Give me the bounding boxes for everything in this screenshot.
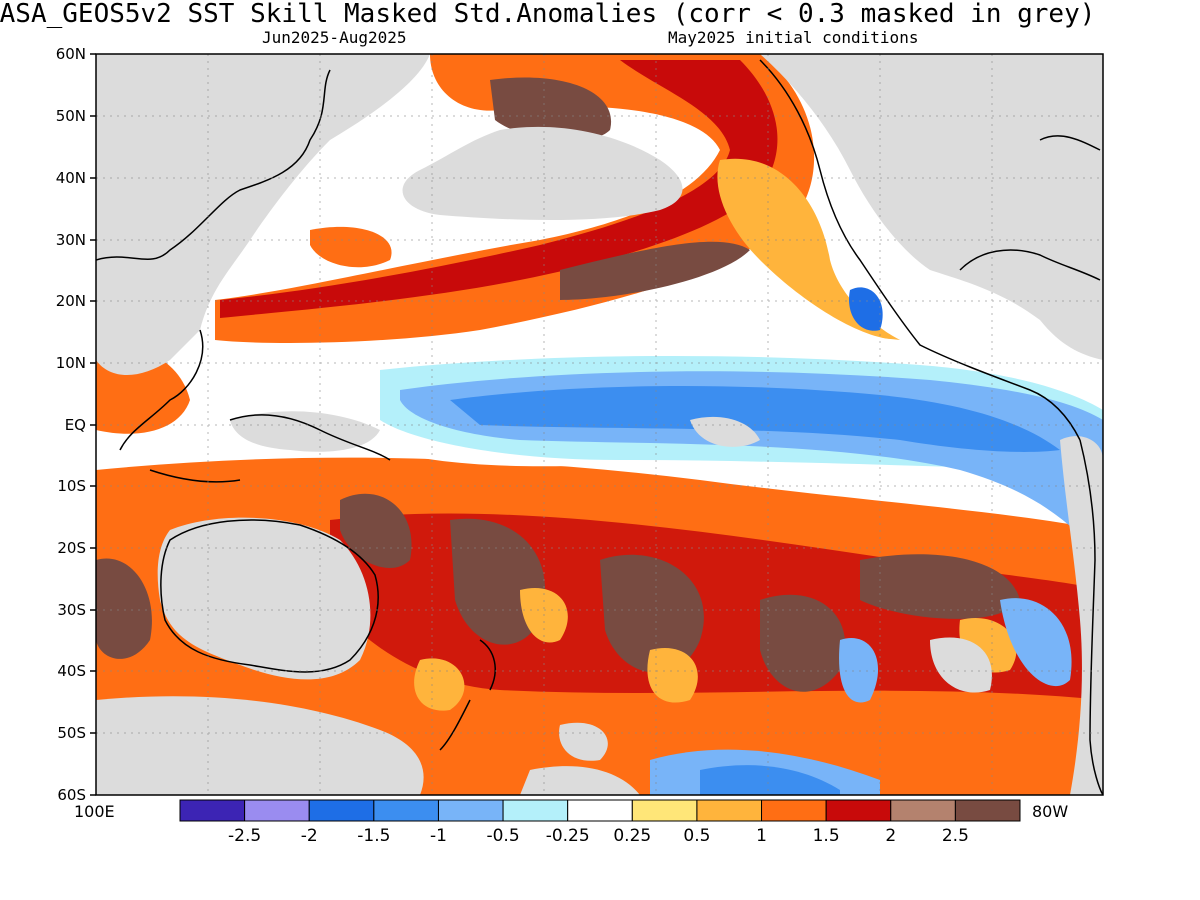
lat-lon-grid: [96, 54, 1103, 795]
initial-conditions: May2025 initial conditions: [668, 28, 919, 47]
mask-australia: [157, 517, 371, 680]
mask-asia: [96, 54, 430, 375]
maritime-coast: [149, 414, 391, 483]
southern-cool-core: [700, 765, 840, 795]
southern-brown-patches: [96, 493, 1020, 692]
colorbar-tick-label: -2: [300, 826, 318, 846]
lat-label-10s: 10S: [57, 477, 86, 495]
lon-label-west: 100E: [74, 802, 115, 821]
lat-label-40n: 40N: [55, 169, 86, 187]
lat-label-50n: 50N: [55, 107, 86, 125]
coastlines: [96, 59, 1103, 795]
lat-label-30n: 30N: [55, 231, 86, 249]
colorbar-swatch: [308, 799, 375, 822]
asia-coast: [96, 69, 331, 451]
colorbar-swatch: [696, 799, 763, 822]
colorbar-swatch: [825, 799, 892, 822]
lat-label-20n: 20N: [55, 292, 86, 310]
forecast-period: Jun2025-Aug2025: [262, 28, 407, 47]
colorbar-tick-label: -2.5: [228, 826, 262, 846]
south-america-coast: [1079, 439, 1103, 795]
lat-label-eq: EQ: [64, 416, 86, 434]
colorbar-swatch: [373, 799, 439, 822]
colorbar-swatch: [567, 799, 633, 822]
lat-label-40s: 40S: [57, 662, 86, 680]
new-zealand-coast: [439, 639, 496, 751]
north-america-coast: [759, 59, 1081, 441]
mask-southern-ocean: [96, 696, 424, 795]
lat-label-30s: 30S: [57, 601, 86, 619]
lat-label-20s: 20S: [57, 539, 86, 557]
map-field: [96, 54, 1103, 795]
colorbar-tick-label: 0.25: [613, 826, 652, 846]
colorbar-swatch: [631, 799, 698, 822]
colorbar-tick-label: -0.5: [486, 826, 520, 846]
colorbar-tick-label: 2: [885, 826, 897, 846]
lat-label-10n: 10N: [55, 354, 86, 372]
mask-north-pacific: [402, 126, 683, 220]
colorbar-tick-label: 0.5: [683, 826, 711, 846]
gulf-coast: [959, 135, 1101, 281]
lat-label-50s: 50S: [57, 724, 86, 742]
southern-yellow-patches: [414, 588, 1017, 711]
colorbar-tick-label: -1: [429, 826, 447, 846]
equatorial-cool-core: [450, 385, 1060, 452]
lat-label-60n: 60N: [55, 45, 86, 63]
north-pacific-red: [220, 60, 778, 318]
mask-north-america: [760, 54, 1103, 360]
colorbar-tick-label: 1.5: [812, 826, 840, 846]
southern-cool-patch-2: [839, 598, 1072, 703]
north-pacific-yellow: [717, 158, 900, 340]
mask-south-america: [1060, 436, 1103, 795]
mexico-cool: [849, 287, 883, 331]
colorbar-tick-label: -1.5: [357, 826, 391, 846]
lon-label-east: 80W: [1032, 802, 1069, 821]
colorbar-swatch: [502, 799, 569, 822]
colorbar-tick-label: 2.5: [941, 826, 969, 846]
mask-maritime: [230, 411, 380, 452]
colorbar-swatch: [954, 799, 1021, 822]
colorbar-tick-label: -0.25: [545, 826, 590, 846]
australia-coast: [160, 519, 379, 673]
kuroshio-warm: [310, 226, 392, 268]
colorbar-swatch: [890, 799, 956, 822]
colorbar-tick-label: 1: [756, 826, 767, 846]
colorbar-swatch: [244, 799, 310, 822]
colorbar-swatch: [179, 799, 246, 822]
chart-title: NASA_GEOS5v2 SST Skill Masked Std.Anomal…: [0, 0, 1096, 29]
lat-ticks: [90, 53, 96, 796]
lat-label-60s: 60S: [57, 786, 86, 804]
colorbar-swatch: [437, 799, 504, 822]
colorbar-swatch: [761, 799, 827, 822]
colorbar: [179, 799, 1021, 822]
